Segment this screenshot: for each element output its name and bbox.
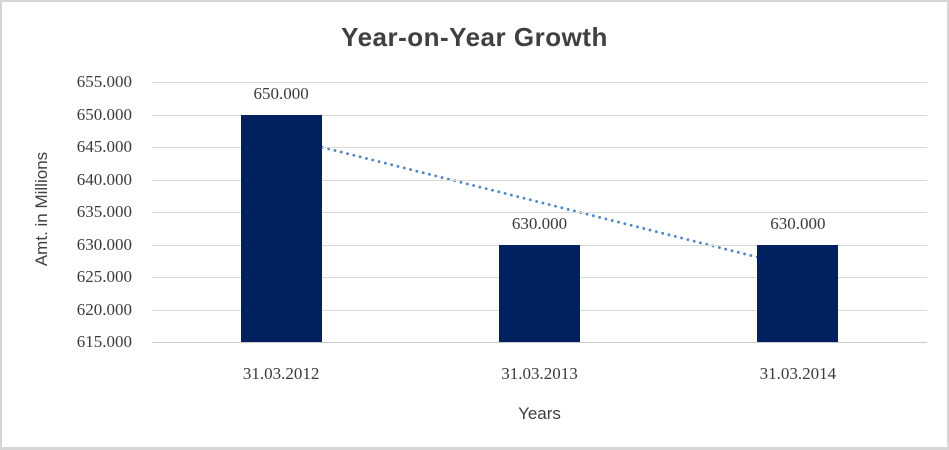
x-axis-title: Years <box>518 404 561 423</box>
gridline <box>152 82 927 83</box>
x-category-label: 31.03.2014 <box>759 364 837 383</box>
gridline <box>152 212 927 213</box>
y-tick-label: 615.000 <box>76 332 132 351</box>
gridline <box>152 147 927 148</box>
bar-data-label: 650.000 <box>253 83 309 103</box>
bar <box>240 114 322 342</box>
bar-data-label: 630.000 <box>511 213 568 233</box>
y-tick-label: 645.000 <box>76 137 132 156</box>
chart-title: Year-on-Year Growth <box>341 22 608 52</box>
x-category-label: 31.03.2012 <box>242 364 320 383</box>
y-tick-label: 640.000 <box>76 169 132 189</box>
y-tick-label: 635.000 <box>76 202 132 221</box>
y-tick-label: 650.000 <box>76 104 132 124</box>
x-axis-line <box>152 342 927 343</box>
bar <box>499 244 580 342</box>
y-tick-label: 625.000 <box>76 267 132 286</box>
x-category-label: 31.03.2013 <box>501 364 578 383</box>
y-tick-label: 630.000 <box>76 234 132 254</box>
plot-area <box>152 82 927 343</box>
bar-data-label: 630.000 <box>770 213 826 233</box>
y-tick-label: 655.000 <box>76 72 132 91</box>
gridline <box>152 179 927 181</box>
y-tick-label: 620.000 <box>76 299 132 319</box>
gridline <box>152 114 927 116</box>
trendline <box>276 134 795 268</box>
bar <box>757 244 839 342</box>
